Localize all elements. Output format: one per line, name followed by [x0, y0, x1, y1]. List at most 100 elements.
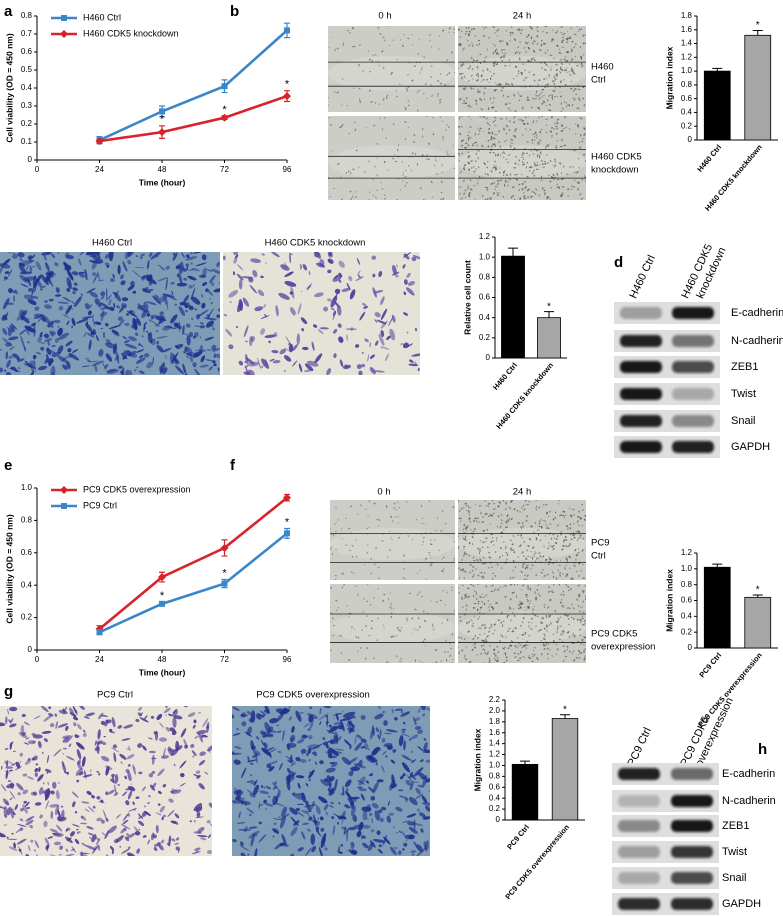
x-tick-label: 0: [35, 655, 40, 664]
cell: [474, 528, 476, 529]
blot-band: [620, 415, 662, 427]
protein-label: Snail: [722, 872, 746, 884]
legend-label: PC9 Ctrl: [83, 500, 117, 510]
cell: [508, 108, 509, 110]
blot-band: [672, 415, 714, 427]
blot-band: [618, 795, 660, 807]
marker: [61, 15, 67, 21]
protein-label: Snail: [731, 415, 755, 427]
x-tick-label: 72: [220, 165, 229, 174]
panel-label: a: [4, 3, 13, 20]
micrograph: [457, 499, 587, 582]
cell: [117, 265, 120, 275]
bar: [704, 567, 730, 648]
significance: *: [222, 567, 227, 579]
cell: [477, 628, 478, 629]
y-tick-label: 0.8: [681, 580, 693, 589]
y-tick-label: 0: [28, 155, 33, 164]
significance: *: [547, 301, 551, 312]
protein-label: E-cadherin: [731, 307, 783, 319]
y-tick-label: 0: [688, 135, 693, 144]
y-axis-title: Cell viability (OD = 450 nm): [4, 33, 14, 143]
y-tick-label: 2.2: [489, 695, 501, 704]
blot-band: [620, 335, 662, 347]
y-tick-label: 0.8: [21, 11, 33, 20]
cell: [396, 90, 397, 92]
blot-band: [620, 307, 662, 319]
significance: *: [756, 585, 760, 596]
bar: [501, 256, 524, 358]
image-shade: [328, 145, 455, 179]
legend-label: PC9 CDK5 overexpression: [83, 484, 191, 494]
y-tick-label: 0.2: [21, 613, 33, 622]
image-title: PC9 CDK5 overexpression: [256, 690, 370, 701]
micrograph: [457, 25, 586, 113]
cell: [484, 87, 485, 89]
x-tick-label: 24: [95, 165, 104, 174]
marker: [284, 27, 290, 33]
protein-label: GAPDH: [722, 898, 761, 910]
blot-band: [672, 307, 714, 319]
blot-band: [671, 795, 713, 807]
y-tick-label: 0.4: [21, 580, 33, 589]
x-axis-title: Time (hour): [139, 177, 186, 187]
micrograph: [329, 500, 456, 580]
significance: *: [756, 20, 760, 31]
y-axis-title: Migration index: [664, 46, 674, 109]
y-tick-label: 0.8: [489, 771, 501, 780]
y-tick-label: 0.6: [21, 47, 33, 56]
panel-label: g: [4, 683, 13, 700]
x-tick-label: 48: [158, 655, 167, 664]
time-label: 24 h: [513, 11, 532, 22]
cell: [539, 595, 540, 596]
significance: *: [563, 704, 567, 715]
y-tick-label: 0: [688, 643, 693, 652]
blot-band: [620, 388, 662, 400]
x-tick-label: 24: [95, 655, 104, 664]
y-tick-label: 0.6: [681, 94, 693, 103]
protein-label: E-cadherin: [722, 768, 775, 780]
image-background: [0, 706, 212, 856]
x-axis-title: Time (hour): [139, 667, 186, 677]
cell: [155, 731, 158, 741]
row-label: overexpression: [591, 642, 655, 653]
y-tick-label: 0: [496, 815, 501, 824]
y-tick-label: 0.2: [479, 333, 491, 342]
micrograph: [327, 25, 455, 112]
cell: [548, 175, 549, 176]
blot-band: [671, 846, 713, 858]
marker: [97, 629, 103, 635]
y-tick-label: 0.2: [489, 804, 501, 813]
row-label: Ctrl: [591, 551, 606, 562]
y-tick-label: 0.5: [21, 65, 33, 74]
significance: *: [285, 516, 290, 528]
row-label: Ctrl: [591, 75, 606, 86]
micrograph: [0, 246, 224, 379]
cell: [476, 145, 478, 146]
image-title: H460 CDK5 knockdown: [265, 238, 366, 249]
protein-label: N-cadherin: [722, 795, 776, 807]
micrograph: [229, 702, 433, 860]
panel-label: d: [614, 254, 623, 271]
row-label: PC9 CDK5: [591, 629, 637, 640]
blot-band: [672, 361, 714, 373]
blot-band: [671, 898, 713, 910]
y-tick-label: 1.2: [681, 548, 693, 557]
x-tick-label: 0: [35, 165, 40, 174]
micrograph: [0, 703, 217, 859]
y-axis-title: Cell viability (OD = 450 nm): [4, 514, 14, 624]
protein-label: Twist: [722, 846, 747, 858]
y-tick-label: 1.2: [489, 750, 501, 759]
y-axis-title: Migration index: [472, 728, 482, 791]
y-tick-label: 0.1: [21, 137, 33, 146]
blot-band: [672, 388, 714, 400]
cell: [10, 368, 14, 369]
panel-label: h: [758, 741, 767, 758]
x-tick-label: 96: [283, 655, 292, 664]
y-tick-label: 0.3: [21, 101, 33, 110]
y-tick-label: 1.8: [489, 717, 501, 726]
protein-label: Twist: [731, 388, 756, 400]
row-label: PC9: [591, 538, 609, 549]
y-tick-label: 0.2: [21, 119, 33, 128]
y-tick-label: 0.2: [681, 627, 693, 636]
